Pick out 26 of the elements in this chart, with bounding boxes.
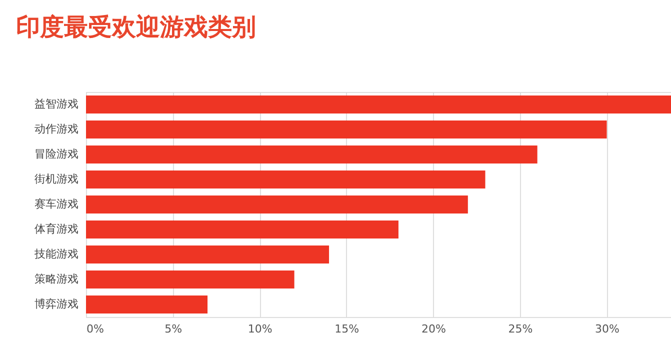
y-tick-label: 冒险游戏 — [34, 148, 78, 160]
bar — [86, 270, 294, 288]
y-tick-label: 街机游戏 — [34, 172, 78, 186]
chart-title: 印度最受欢迎游戏类别 — [16, 13, 256, 41]
x-tick-label: 10% — [248, 322, 272, 336]
bar — [86, 146, 538, 164]
bar — [86, 246, 330, 264]
y-tick-label: 体育游戏 — [34, 222, 78, 236]
y-tick-label: 策略游戏 — [34, 272, 78, 286]
y-tick-label: 动作游戏 — [34, 122, 78, 136]
y-tick-label: 赛车游戏 — [34, 198, 78, 210]
x-tick-label: 0% — [86, 322, 104, 336]
y-tick-label: 技能游戏 — [34, 248, 78, 260]
x-tick-label: 30% — [595, 322, 620, 336]
bar — [86, 170, 486, 188]
bar — [86, 220, 398, 238]
bar — [86, 296, 208, 314]
x-tick-label: 15% — [334, 322, 360, 336]
y-tick-label: 益智游戏 — [34, 98, 78, 110]
x-tick-label: 25% — [508, 322, 533, 336]
bar — [86, 196, 468, 214]
x-tick-label: 20% — [421, 322, 446, 336]
y-tick-label: 博弈游戏 — [34, 298, 78, 310]
bar — [86, 120, 607, 138]
x-tick-label: 5% — [164, 322, 182, 336]
bar — [86, 96, 671, 114]
